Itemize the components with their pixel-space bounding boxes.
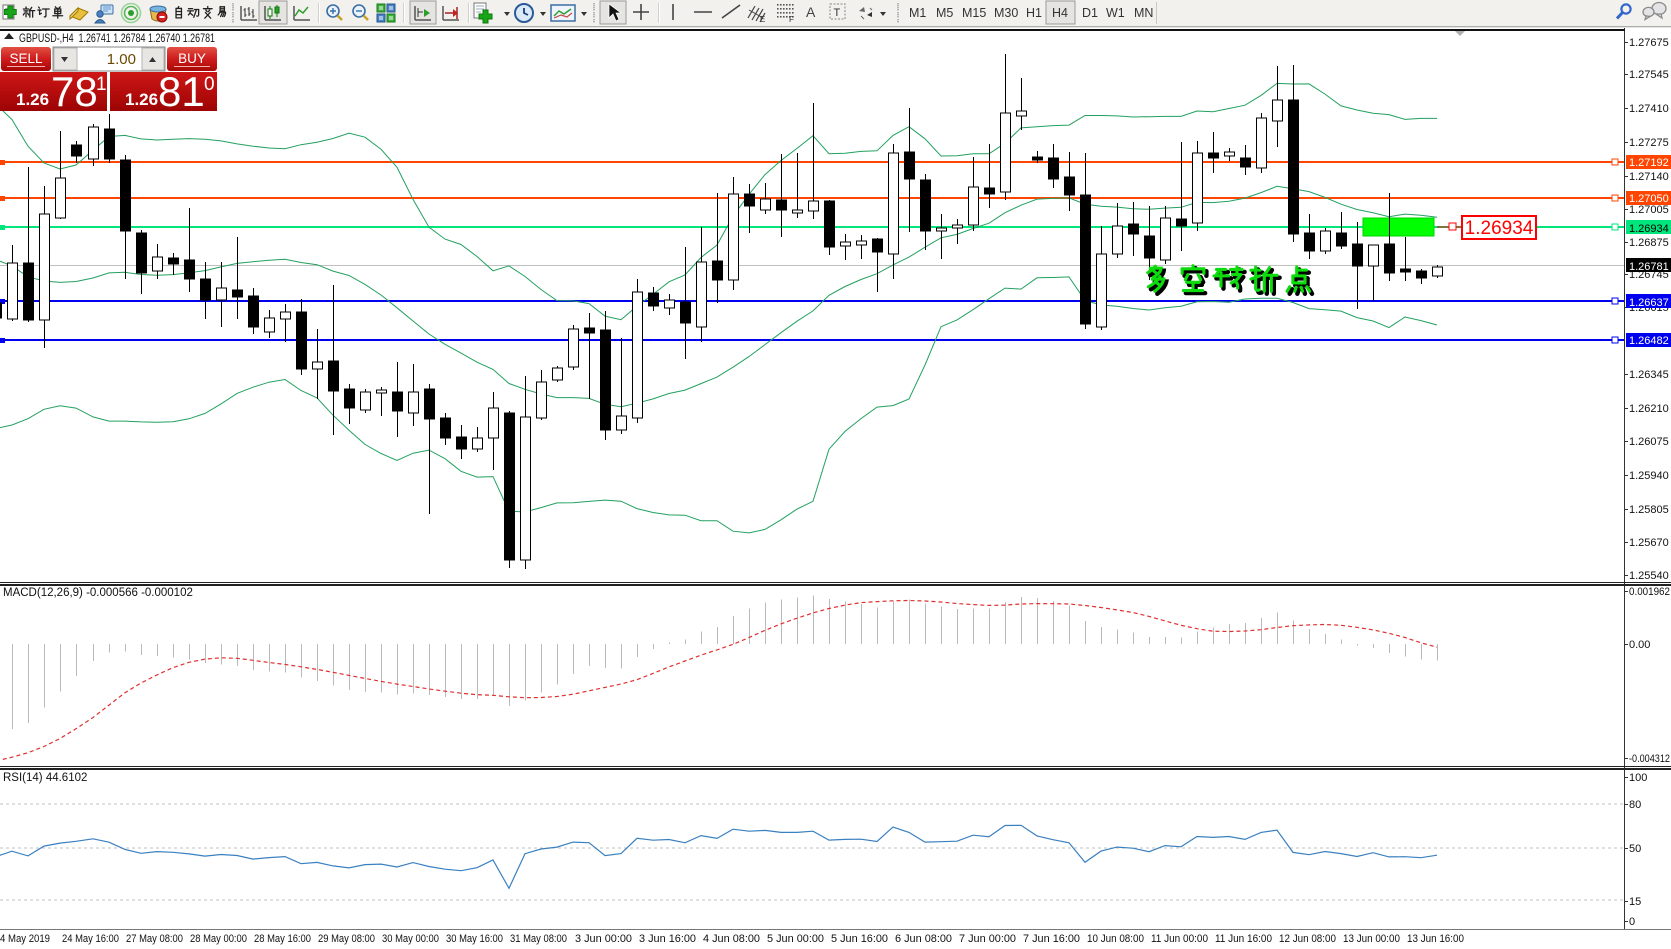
svg-text:27 May 08:00: 27 May 08:00 [126, 933, 183, 945]
svg-text:11 Jun 00:00: 11 Jun 00:00 [1151, 933, 1208, 945]
svg-text:-0.004312: -0.004312 [1629, 753, 1670, 765]
svg-text:1.25670: 1.25670 [1629, 537, 1669, 549]
svg-text:1.27050: 1.27050 [1629, 193, 1669, 205]
svg-text:0: 0 [1629, 916, 1635, 928]
svg-text:1.27005: 1.27005 [1629, 204, 1669, 216]
svg-text:H4: H4 [1052, 6, 1068, 20]
svg-text:H1: H1 [1026, 6, 1042, 20]
svg-text:M1: M1 [909, 6, 926, 20]
svg-text:80: 80 [1629, 799, 1641, 811]
svg-text:1.26345: 1.26345 [1629, 369, 1669, 381]
svg-text:F: F [789, 15, 794, 24]
svg-text:0.001962: 0.001962 [1629, 586, 1670, 598]
svg-text:E: E [760, 15, 765, 24]
svg-text:100: 100 [1629, 772, 1647, 784]
svg-text:MACD(12,26,9) -0.000566 -0.000: MACD(12,26,9) -0.000566 -0.000102 [3, 587, 193, 599]
svg-text:M30: M30 [994, 6, 1018, 20]
svg-text:BUY: BUY [178, 51, 206, 66]
svg-text:1.26482: 1.26482 [1629, 335, 1669, 347]
svg-text:T: T [834, 7, 841, 19]
svg-text:1.27140: 1.27140 [1629, 171, 1669, 183]
svg-text:M5: M5 [936, 6, 953, 20]
svg-text:MN: MN [1134, 6, 1153, 20]
svg-text:1.26637: 1.26637 [1629, 297, 1669, 309]
svg-text:1.26075: 1.26075 [1629, 436, 1669, 448]
svg-text:1.27410: 1.27410 [1629, 103, 1669, 115]
svg-text:4 May 2019: 4 May 2019 [0, 933, 50, 945]
svg-text:A: A [806, 4, 816, 20]
svg-text:30 May 16:00: 30 May 16:00 [446, 933, 503, 945]
svg-text:10 Jun 08:00: 10 Jun 08:00 [1087, 933, 1144, 945]
svg-text:0: 0 [204, 74, 215, 95]
svg-text:1.26210: 1.26210 [1629, 403, 1669, 415]
svg-text:M15: M15 [962, 6, 986, 20]
svg-text:1.26875: 1.26875 [1629, 237, 1669, 249]
svg-text:1.27275: 1.27275 [1629, 137, 1669, 149]
svg-text:15: 15 [1629, 896, 1641, 908]
svg-text:3 Jun 16:00: 3 Jun 16:00 [639, 933, 696, 945]
svg-text:1.25805: 1.25805 [1629, 504, 1669, 516]
svg-text:1.25940: 1.25940 [1629, 470, 1669, 482]
svg-text:1.26934: 1.26934 [1465, 218, 1534, 239]
svg-text:24 May 16:00: 24 May 16:00 [62, 933, 119, 945]
svg-text:5 Jun 00:00: 5 Jun 00:00 [767, 933, 824, 945]
svg-text:81: 81 [158, 68, 205, 115]
svg-text:W1: W1 [1106, 6, 1125, 20]
svg-text:7 Jun 00:00: 7 Jun 00:00 [959, 933, 1016, 945]
svg-text:1: 1 [96, 74, 107, 95]
svg-text:RSI(14) 44.6102: RSI(14) 44.6102 [3, 772, 87, 784]
svg-text:28 May 16:00: 28 May 16:00 [254, 933, 311, 945]
svg-text:5 Jun 16:00: 5 Jun 16:00 [831, 933, 888, 945]
svg-text:3 Jun 00:00: 3 Jun 00:00 [575, 933, 632, 945]
svg-text:GBPUSD-,H4 1.26741 1.26784 1.: GBPUSD-,H4 1.26741 1.26784 1.26740 1.267… [19, 33, 215, 45]
svg-text:1.26: 1.26 [16, 90, 49, 109]
svg-text:11 Jun 16:00: 11 Jun 16:00 [1215, 933, 1272, 945]
svg-text:31 May 08:00: 31 May 08:00 [510, 933, 567, 945]
svg-text:D1: D1 [1082, 6, 1098, 20]
svg-text:30 May 00:00: 30 May 00:00 [382, 933, 439, 945]
svg-text:78: 78 [51, 68, 98, 115]
svg-text:12 Jun 08:00: 12 Jun 08:00 [1279, 933, 1336, 945]
svg-text:13 Jun 00:00: 13 Jun 00:00 [1343, 933, 1400, 945]
svg-text:1.25540: 1.25540 [1629, 570, 1669, 582]
svg-text:29 May 08:00: 29 May 08:00 [318, 933, 375, 945]
svg-text:1.27545: 1.27545 [1629, 69, 1669, 81]
svg-text:1.00: 1.00 [107, 51, 136, 68]
svg-text:4 Jun 08:00: 4 Jun 08:00 [703, 933, 760, 945]
svg-text:1.27675: 1.27675 [1629, 37, 1669, 49]
svg-text:1.26781: 1.26781 [1629, 261, 1669, 273]
svg-text:SELL: SELL [9, 51, 43, 66]
svg-text:0.00: 0.00 [1629, 639, 1650, 651]
svg-text:7 Jun 16:00: 7 Jun 16:00 [1023, 933, 1080, 945]
svg-text:13 Jun 16:00: 13 Jun 16:00 [1407, 933, 1464, 945]
svg-text:28 May 00:00: 28 May 00:00 [190, 933, 247, 945]
svg-text:50: 50 [1629, 843, 1641, 855]
svg-text:6 Jun 08:00: 6 Jun 08:00 [895, 933, 952, 945]
svg-text:1.27192: 1.27192 [1629, 157, 1669, 169]
svg-text:1.26: 1.26 [125, 90, 158, 109]
svg-text:1.26934: 1.26934 [1629, 223, 1669, 235]
